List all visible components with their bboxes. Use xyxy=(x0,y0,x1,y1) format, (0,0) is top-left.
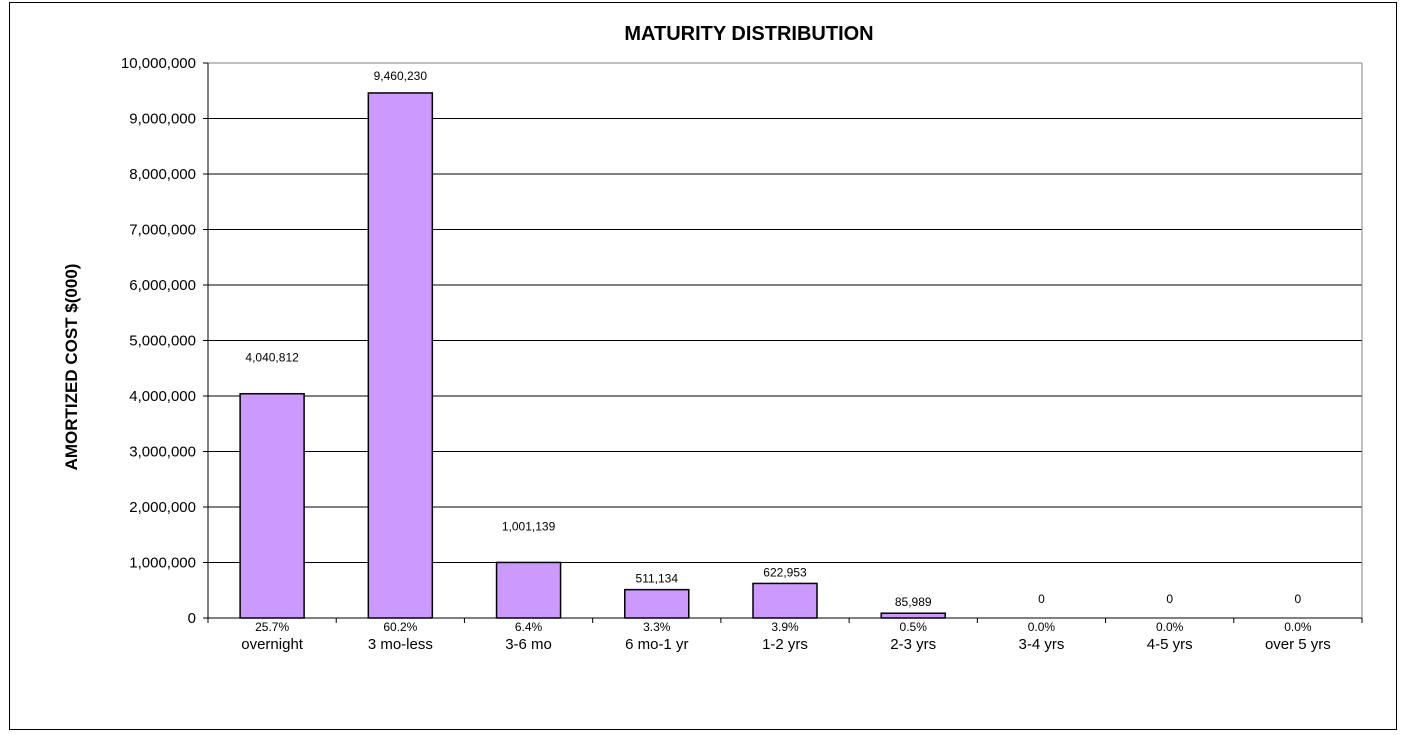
x-tick-label: 3-6 mo xyxy=(505,636,552,653)
data-labels: 4,040,812 25.7% overnight 9,460,230 60.2% 3 m… xyxy=(241,69,1331,653)
y-tick-label: 4,000,000 xyxy=(129,388,196,405)
value-label: 0 xyxy=(1038,592,1045,606)
y-tick-label: 10,000,000 xyxy=(121,55,196,72)
x-tick-label: over 5 yrs xyxy=(1265,636,1331,653)
percent-label: 0.0% xyxy=(1284,620,1312,634)
y-tick-label: 7,000,000 xyxy=(129,222,196,239)
value-label: 85,989 xyxy=(895,595,932,609)
percent-label: 60.2% xyxy=(383,620,417,634)
x-tick-label: overnight xyxy=(241,636,304,653)
y-tick-label: 0 xyxy=(188,610,196,627)
percent-label: 6.4% xyxy=(515,620,543,634)
bar-3-6-mo xyxy=(495,561,562,619)
axes: 0 1,000,000 2,000,000 3,000,000 4,000,000 5,0… xyxy=(121,55,1363,627)
value-label: 0 xyxy=(1295,592,1302,606)
value-label: 1,001,139 xyxy=(502,519,556,533)
bars xyxy=(239,92,946,619)
bar-6-mo-1-yr xyxy=(624,588,690,619)
x-tick-label: 6 mo-1 yr xyxy=(625,636,688,653)
value-label: 0 xyxy=(1166,592,1173,606)
y-tick-label: 8,000,000 xyxy=(129,166,196,183)
bar-3-mo-less xyxy=(367,92,434,619)
x-tick-label: 3-4 yrs xyxy=(1019,636,1065,653)
bar-overnight xyxy=(239,392,305,619)
y-axis-label: AMORTIZED COST $(000) xyxy=(62,264,81,471)
value-label: 4,040,812 xyxy=(245,351,299,365)
percent-label: 3.3% xyxy=(643,620,671,634)
bar-1-2-yrs xyxy=(752,582,818,619)
x-tick-label: 1-2 yrs xyxy=(762,636,808,653)
bar-2-3-yrs xyxy=(880,612,946,619)
x-tick-label: 2-3 yrs xyxy=(890,636,936,653)
percent-label: 3.9% xyxy=(771,620,799,634)
x-tick-label: 4-5 yrs xyxy=(1147,636,1193,653)
y-tick-label: 6,000,000 xyxy=(129,277,196,294)
value-label: 9,460,230 xyxy=(374,69,428,83)
chart-title: MATURITY DISTRIBUTION xyxy=(624,23,873,45)
percent-label: 0.0% xyxy=(1028,620,1056,634)
y-tick-label: 2,000,000 xyxy=(129,499,196,516)
x-tick-label: 3 mo-less xyxy=(368,636,433,653)
y-tick-label: 3,000,000 xyxy=(129,444,196,461)
y-tick-label: 9,000,000 xyxy=(129,111,196,128)
value-label: 622,953 xyxy=(763,565,807,579)
y-tick-label: 5,000,000 xyxy=(129,333,196,350)
percent-label: 0.0% xyxy=(1156,620,1184,634)
percent-label: 25.7% xyxy=(255,620,289,634)
value-label: 511,134 xyxy=(636,572,679,586)
y-tick-label: 1,000,000 xyxy=(129,555,196,572)
percent-label: 0.5% xyxy=(900,620,928,634)
